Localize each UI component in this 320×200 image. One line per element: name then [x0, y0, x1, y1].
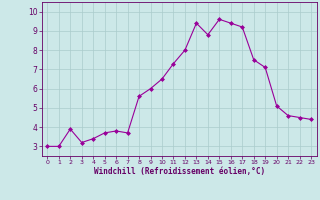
X-axis label: Windchill (Refroidissement éolien,°C): Windchill (Refroidissement éolien,°C)	[94, 167, 265, 176]
